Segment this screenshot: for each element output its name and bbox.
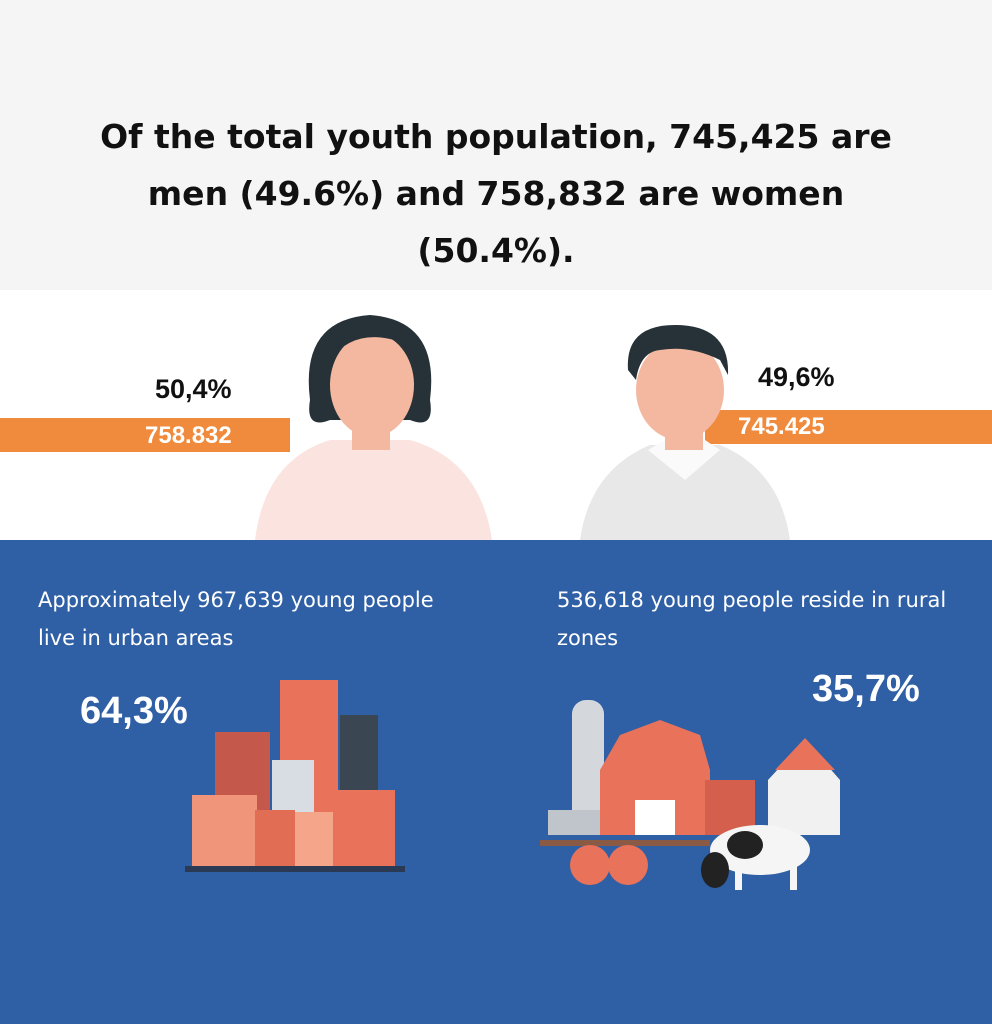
building — [192, 795, 257, 870]
barn — [600, 720, 710, 835]
hay-bale — [570, 845, 610, 885]
barn-annex — [705, 780, 755, 835]
cow-spot — [727, 831, 763, 859]
rural-percent: 35,7% — [812, 668, 920, 710]
women-bar — [0, 418, 290, 452]
building — [255, 810, 295, 870]
barn-door — [635, 800, 675, 835]
women-count: 758.832 — [145, 422, 232, 449]
woman-figure — [255, 315, 492, 540]
man-figure — [580, 325, 790, 540]
silo — [572, 700, 604, 830]
men-bar — [705, 410, 992, 444]
building — [295, 812, 335, 870]
city — [185, 680, 405, 872]
urban-text: Approximately 967,639 young people live … — [38, 588, 434, 650]
man-body — [580, 445, 790, 540]
house-roof — [775, 738, 835, 770]
title: Of the total youth population, 745,425 a… — [100, 117, 892, 270]
cow-leg — [790, 865, 797, 890]
farm — [540, 700, 840, 890]
woman-bangs — [330, 330, 420, 360]
man-hair — [627, 325, 729, 380]
hay-bale — [608, 845, 648, 885]
women-percent: 50,4% — [155, 374, 232, 404]
header-band — [0, 0, 992, 290]
men-percent: 49,6% — [758, 362, 835, 392]
ground — [185, 866, 405, 872]
woman-body — [255, 440, 492, 540]
cow-head — [701, 852, 729, 888]
cow-leg — [735, 865, 742, 890]
shed — [548, 810, 608, 835]
men-count: 745.425 — [738, 413, 825, 440]
man-face — [636, 340, 724, 440]
woman-face — [330, 333, 414, 437]
rural-text: 536,618 young people reside in rural zon… — [557, 588, 947, 650]
building — [333, 790, 395, 870]
urban-percent: 64,3% — [80, 690, 188, 732]
fence — [540, 840, 710, 846]
